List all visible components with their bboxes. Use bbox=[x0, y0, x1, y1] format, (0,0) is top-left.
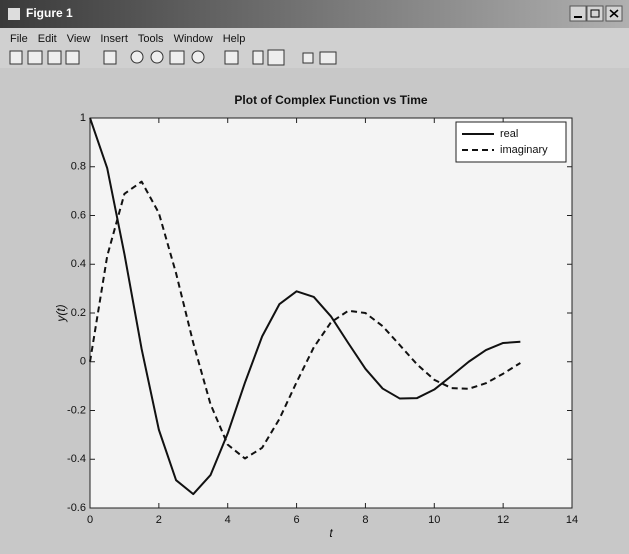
tool-rotate[interactable] bbox=[192, 51, 204, 63]
y-tick-label: 0.4 bbox=[71, 258, 86, 270]
tool-new[interactable] bbox=[10, 51, 22, 64]
y-tick-label: 0 bbox=[80, 356, 86, 368]
tool-zoom-in[interactable] bbox=[131, 51, 143, 63]
legend-label: imaginary bbox=[500, 144, 548, 156]
tool-show[interactable] bbox=[320, 52, 336, 64]
tool-pointer[interactable] bbox=[104, 51, 116, 64]
menu-bar: File Edit View Insert Tools Window Help bbox=[10, 33, 245, 45]
menu-item[interactable]: Window bbox=[174, 33, 213, 45]
figure-window: Figure 1 File Edit View Insert Tools Window He… bbox=[0, 0, 629, 554]
menu-item[interactable]: View bbox=[67, 33, 91, 45]
x-tick-label: 12 bbox=[497, 514, 509, 526]
x-axis-label: t bbox=[329, 526, 333, 540]
tool-open[interactable] bbox=[28, 51, 42, 64]
x-tick-label: 2 bbox=[156, 514, 162, 526]
tool-hide[interactable] bbox=[303, 53, 313, 63]
tool-pan[interactable] bbox=[170, 51, 184, 64]
menu-item[interactable]: Tools bbox=[138, 33, 164, 45]
menu-toolbar-area bbox=[0, 28, 629, 68]
y-axis-label: y(t) bbox=[54, 304, 68, 322]
y-tick-label: -0.2 bbox=[67, 404, 86, 416]
x-tick-label: 0 bbox=[87, 514, 93, 526]
tool-colorbar[interactable] bbox=[253, 51, 263, 64]
y-tick-label: 1 bbox=[80, 112, 86, 124]
window-title: Figure 1 bbox=[26, 6, 73, 20]
tool-legend[interactable] bbox=[268, 50, 284, 65]
tool-save[interactable] bbox=[48, 51, 61, 64]
menu-item[interactable]: File bbox=[10, 33, 28, 45]
chart-title: Plot of Complex Function vs Time bbox=[234, 93, 427, 107]
title-bar bbox=[0, 0, 629, 28]
y-tick-label: -0.4 bbox=[67, 453, 86, 465]
window-icon bbox=[8, 8, 20, 20]
tool-zoom-out[interactable] bbox=[151, 51, 163, 63]
y-tick-label: -0.6 bbox=[67, 502, 86, 514]
x-tick-label: 6 bbox=[294, 514, 300, 526]
x-tick-label: 4 bbox=[225, 514, 231, 526]
y-tick-label: 0.8 bbox=[71, 161, 86, 173]
y-tick-label: 0.2 bbox=[71, 307, 86, 319]
window-canvas: Figure 1 File Edit View Insert Tools Window He… bbox=[0, 0, 629, 554]
x-tick-label: 14 bbox=[566, 514, 578, 526]
tool-print[interactable] bbox=[66, 51, 79, 64]
legend-label: real bbox=[500, 128, 518, 140]
tool-datacursor[interactable] bbox=[225, 51, 238, 64]
y-tick-label: 0.6 bbox=[71, 209, 86, 221]
menu-item[interactable]: Help bbox=[223, 33, 246, 45]
x-tick-label: 8 bbox=[362, 514, 368, 526]
x-tick-label: 10 bbox=[428, 514, 440, 526]
menu-item[interactable]: Insert bbox=[100, 33, 128, 45]
menu-item[interactable]: Edit bbox=[38, 33, 57, 45]
minimize-button[interactable] bbox=[570, 6, 586, 21]
plot-area bbox=[90, 118, 572, 508]
maximize-button[interactable] bbox=[587, 6, 603, 21]
window-controls bbox=[570, 6, 622, 21]
